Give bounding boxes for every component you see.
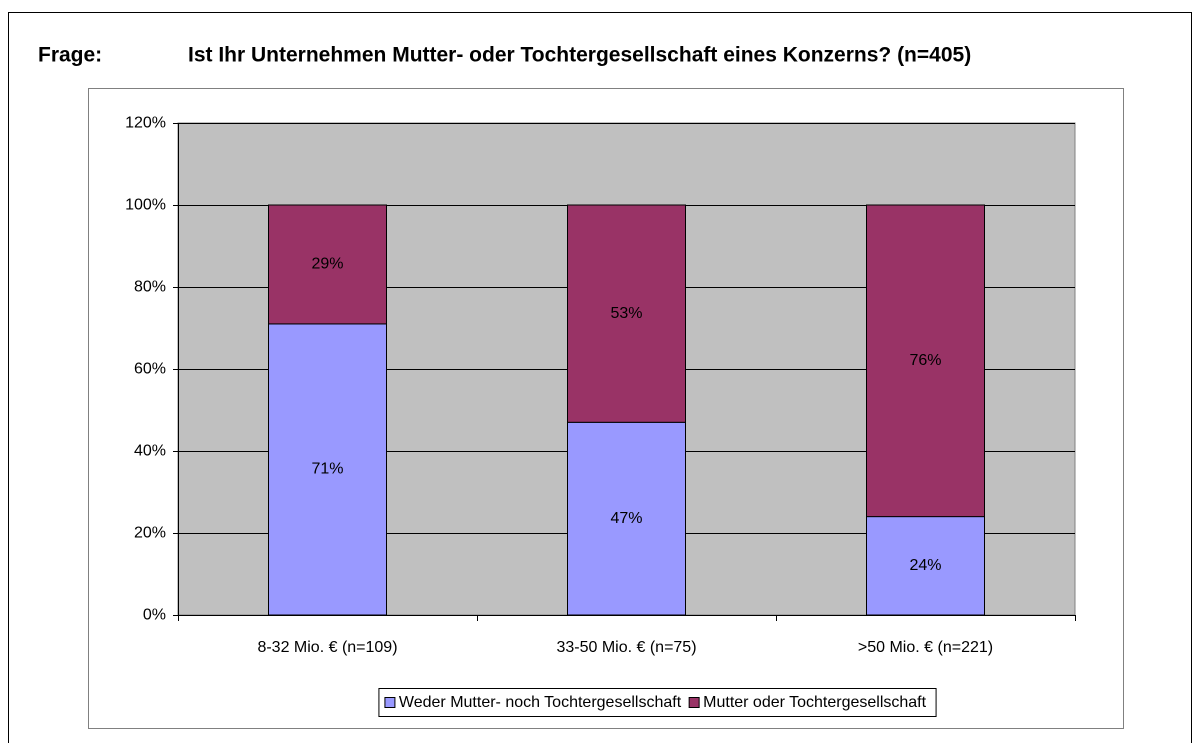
data-label: 53% <box>610 305 642 322</box>
bar-segment <box>567 421 686 616</box>
legend-label: Mutter oder Tochtergesellschaft <box>703 694 926 711</box>
bar-segment <box>567 204 686 423</box>
chart-title: Ist Ihr Unternehmen Mutter- oder Tochter… <box>188 44 971 67</box>
y-tick-label: 0% <box>143 607 166 624</box>
legend-swatch <box>688 697 700 708</box>
y-tick-label: 60% <box>134 361 166 378</box>
legend-label: Weder Mutter- noch Tochtergesellschaft <box>399 694 682 711</box>
y-tick-label: 80% <box>134 279 166 296</box>
x-tick-label: >50 Mio. € (n=221) <box>858 639 993 656</box>
bar-segment <box>866 204 985 518</box>
bar-segment <box>268 323 387 616</box>
legend-swatch <box>384 697 396 708</box>
title-label: Frage: <box>38 44 102 67</box>
legend <box>378 688 937 717</box>
y-tick-label: 100% <box>125 197 166 214</box>
data-label: 71% <box>311 461 343 478</box>
y-tick-label: 40% <box>134 443 166 460</box>
data-label: 76% <box>909 352 941 369</box>
y-tick-label: 20% <box>134 525 166 542</box>
x-tick-label: 33-50 Mio. € (n=75) <box>556 639 696 656</box>
bar-segment <box>268 204 387 325</box>
bar-segment <box>866 516 985 616</box>
data-label: 29% <box>311 256 343 273</box>
data-label: 24% <box>909 557 941 574</box>
data-label: 47% <box>610 510 642 527</box>
y-tick-label: 120% <box>125 115 166 132</box>
x-tick-label: 8-32 Mio. € (n=109) <box>257 639 397 656</box>
